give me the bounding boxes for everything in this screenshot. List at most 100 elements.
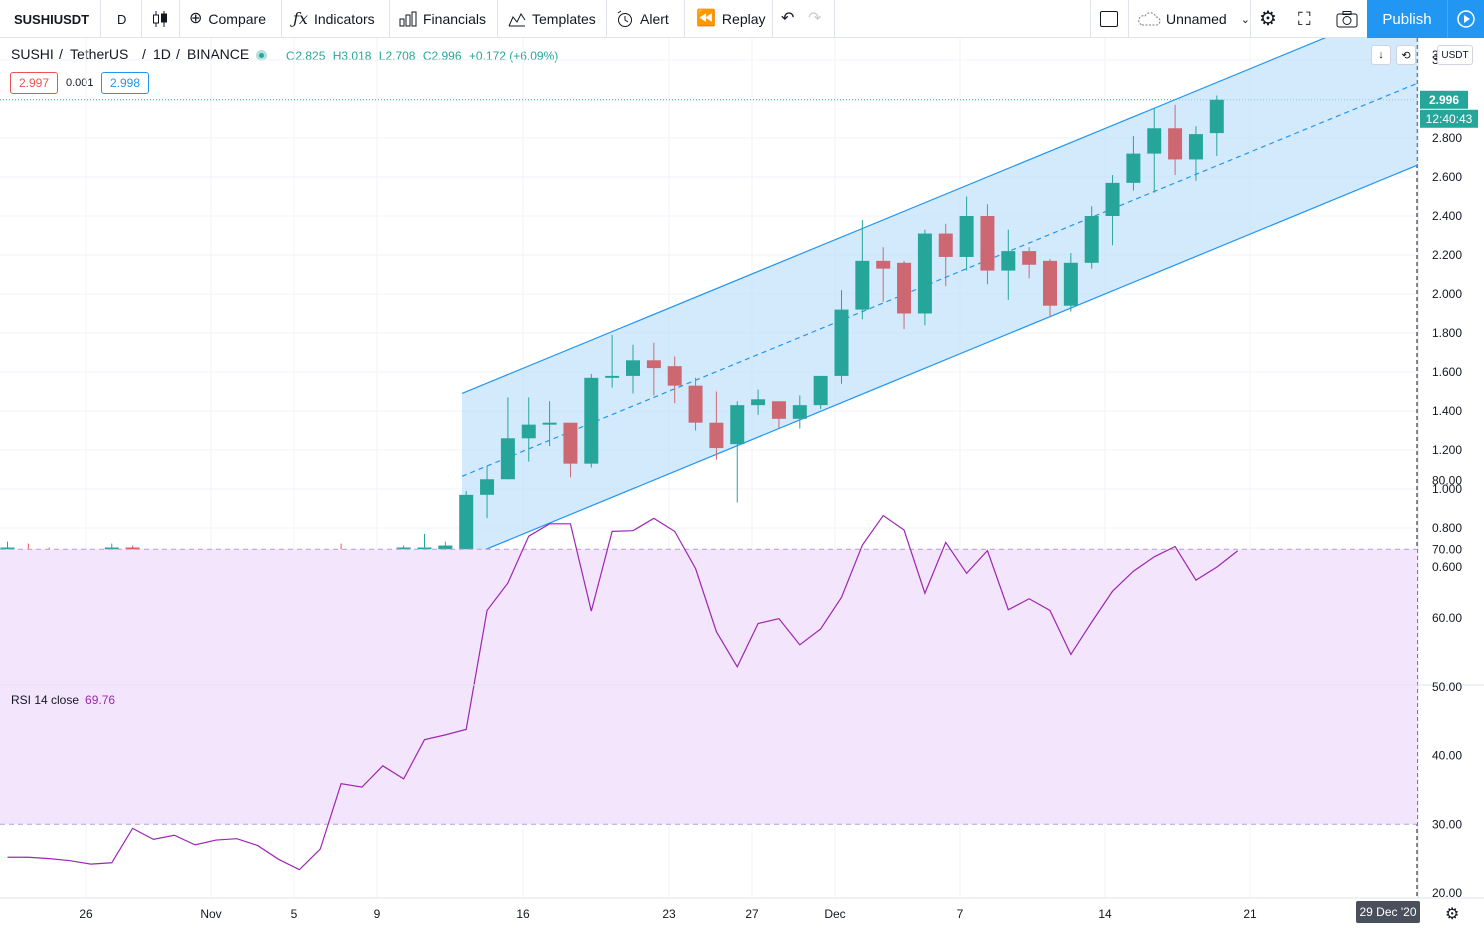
fullscreen-square-button[interactable] [1100, 0, 1118, 38]
candle-body [709, 422, 724, 449]
legend-separator: / [176, 46, 180, 62]
rsi-tick-label: 60.00 [1432, 611, 1462, 625]
undo-icon: ↶ [781, 10, 795, 27]
candle-body [584, 377, 599, 464]
time-tick-label: Nov [200, 907, 221, 921]
toolbar-divider [1128, 0, 1129, 38]
price-tick-label: 1.200 [1432, 443, 1462, 457]
candle-body [897, 262, 912, 314]
play-button[interactable] [1447, 0, 1484, 38]
templates-icon [508, 13, 526, 27]
open-label: O [286, 49, 296, 63]
time-tick-label: 16 [516, 907, 530, 921]
price-tick-label: 0.600 [1432, 560, 1462, 574]
templates-label: Templates [532, 11, 596, 27]
toolbar-divider [179, 0, 180, 38]
candle-body [626, 360, 640, 376]
price-tick-label: 2.200 [1432, 248, 1462, 262]
regression-channel[interactable]: + [0, 38, 1419, 560]
time-tick-label: 9 [374, 907, 381, 921]
compare-label: Compare [208, 11, 266, 27]
cursor-date-label: 29 Dec '20 [1356, 901, 1420, 923]
toolbar-divider [1090, 0, 1091, 38]
redo-icon: ↷ [808, 10, 822, 27]
rsi-label: RSI 14 close [11, 693, 80, 707]
candle-body [1001, 251, 1016, 271]
publish-label: Publish [1382, 10, 1432, 28]
snapshot-button[interactable] [1336, 0, 1358, 38]
scale-down-button[interactable]: ↓ [1371, 45, 1391, 65]
candle-body [792, 405, 807, 419]
top-toolbar: SUSHIUSDT D ⊕ Compare ƒx Indicators Financ… [0, 0, 1484, 38]
candle-body [980, 216, 995, 271]
fullscreen-button[interactable]: ⛶ [1298, 0, 1317, 38]
gear-icon: ⚙ [1445, 906, 1460, 923]
buy-price-button[interactable]: 2.998 [101, 72, 149, 94]
indicators-button[interactable]: ƒx Indicators [293, 0, 375, 38]
rsi-tick-label: 40.00 [1432, 749, 1462, 763]
symbol-label: SUSHIUSDT [14, 11, 90, 27]
axis-settings-button[interactable]: ⚙ [1445, 904, 1459, 924]
close-label: C [422, 49, 432, 63]
currency-label[interactable]: USDT [1437, 45, 1473, 65]
symbol-search-button[interactable]: SUSHIUSDT [14, 0, 89, 38]
legend-quote: TetherUS [70, 46, 129, 62]
candle-body [480, 479, 495, 495]
expand-icon: ⛶ [1298, 9, 1311, 29]
undo-button[interactable]: ↶ [781, 0, 800, 38]
toolbar-divider [772, 0, 773, 38]
candle-body [1084, 216, 1099, 263]
toolbar-divider [1250, 0, 1251, 38]
indicators-label: Indicators [313, 11, 375, 27]
bar-chart-icon [399, 11, 417, 27]
sell-price-button[interactable]: 2.997 [10, 72, 58, 94]
interval-button[interactable]: D [117, 0, 126, 38]
last-price-badge [1420, 90, 1468, 109]
replay-button[interactable]: ⏪ Replay [696, 0, 766, 38]
toolbar-divider [684, 0, 685, 38]
settings-button[interactable]: ⚙ [1259, 0, 1283, 38]
rsi-tick-label: 30.00 [1432, 817, 1462, 831]
candle-body [876, 260, 891, 269]
price-tick-label: 1.800 [1432, 326, 1462, 340]
alert-label: Alert [640, 11, 669, 27]
compare-button[interactable]: ⊕ Compare [189, 0, 266, 38]
candle-body [563, 422, 578, 464]
financials-button[interactable]: Financials [399, 0, 486, 38]
rsi-pane [0, 514, 1417, 871]
candle-body [1126, 153, 1141, 183]
play-icon [1457, 10, 1475, 28]
alert-button[interactable]: Alert [616, 0, 669, 38]
rsi-tick-label: 50.00 [1432, 680, 1462, 694]
price-tick-label-partial: 3 [1432, 48, 1439, 62]
chart-canvas[interactable]: + 26Nov59162327Dec714213.6003.4003.2002.… [0, 38, 1484, 930]
rsi-band-fill [0, 549, 1417, 825]
scale-reset-button[interactable]: ⟲ [1396, 45, 1416, 65]
toolbar-divider [834, 0, 835, 38]
legend-exchange: BINANCE [187, 46, 250, 62]
candle-body [1043, 260, 1057, 306]
price-tick-label: 2.600 [1432, 170, 1462, 184]
layout-name-label: Unnamed [1166, 11, 1227, 27]
replay-label: Replay [721, 11, 766, 27]
channel-fill [462, 38, 1417, 560]
candle-body [646, 360, 661, 369]
time-tick-label: Dec [824, 907, 845, 921]
high-label: H [332, 49, 342, 63]
candle-body [1063, 262, 1078, 306]
candle-body [730, 405, 745, 445]
templates-button[interactable]: Templates [508, 0, 596, 38]
plus-circle-icon: ⊕ [189, 10, 203, 27]
chart-type-button[interactable] [152, 0, 168, 38]
publish-button[interactable]: Publish [1367, 0, 1447, 38]
low-label: L [378, 49, 386, 63]
cloud-icon [1138, 12, 1161, 26]
redo-button[interactable]: ↷ [808, 0, 827, 38]
legend-timeframe: 1D [153, 46, 171, 62]
price-tick-label: 2.400 [1432, 209, 1462, 223]
candle-body [917, 233, 932, 314]
price-tick-label: 1.400 [1432, 404, 1462, 418]
legend-separator: / [142, 46, 146, 62]
time-tick-label: 14 [1098, 907, 1112, 921]
layout-name-button[interactable]: Unnamed ⌄ [1137, 0, 1250, 38]
